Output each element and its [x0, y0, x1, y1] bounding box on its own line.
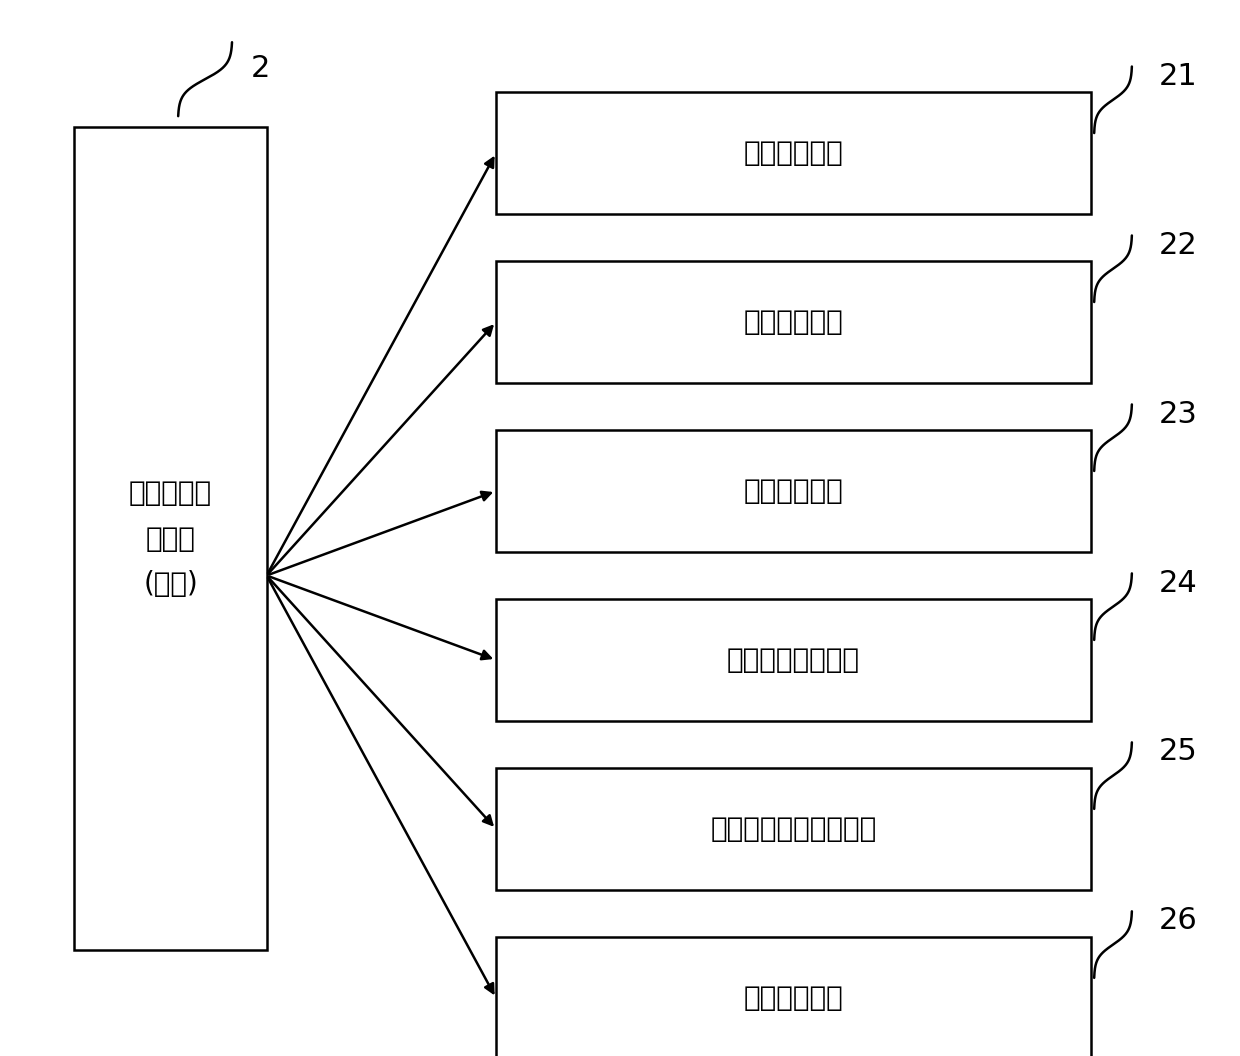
Bar [496, 431, 1091, 551]
Bar [496, 93, 1091, 213]
Text: 24: 24 [1159, 568, 1198, 598]
Text: 报文转换单元: 报文转换单元 [744, 308, 843, 336]
Text: 指令引擎处理单元: 指令引擎处理单元 [727, 646, 861, 674]
Bar [74, 127, 267, 950]
Bar [496, 938, 1091, 1056]
Text: 金融服务请求发送单元: 金融服务请求发送单元 [711, 815, 877, 843]
Text: 查控接收单元: 查控接收单元 [744, 139, 843, 167]
Text: 请求验证单元: 请求验证单元 [744, 477, 843, 505]
Bar [496, 599, 1091, 720]
Text: 26: 26 [1159, 906, 1198, 936]
Bar [496, 769, 1091, 889]
Text: 21: 21 [1159, 61, 1198, 91]
Text: 2: 2 [250, 54, 270, 83]
Text: 25: 25 [1159, 737, 1198, 767]
Text: 流量控制单元: 流量控制单元 [744, 984, 843, 1012]
Bar [496, 262, 1091, 383]
Text: 22: 22 [1159, 230, 1198, 260]
Text: 23: 23 [1159, 399, 1198, 429]
Text: 查控信息控
制系统
(上行): 查控信息控 制系统 (上行) [129, 479, 212, 598]
